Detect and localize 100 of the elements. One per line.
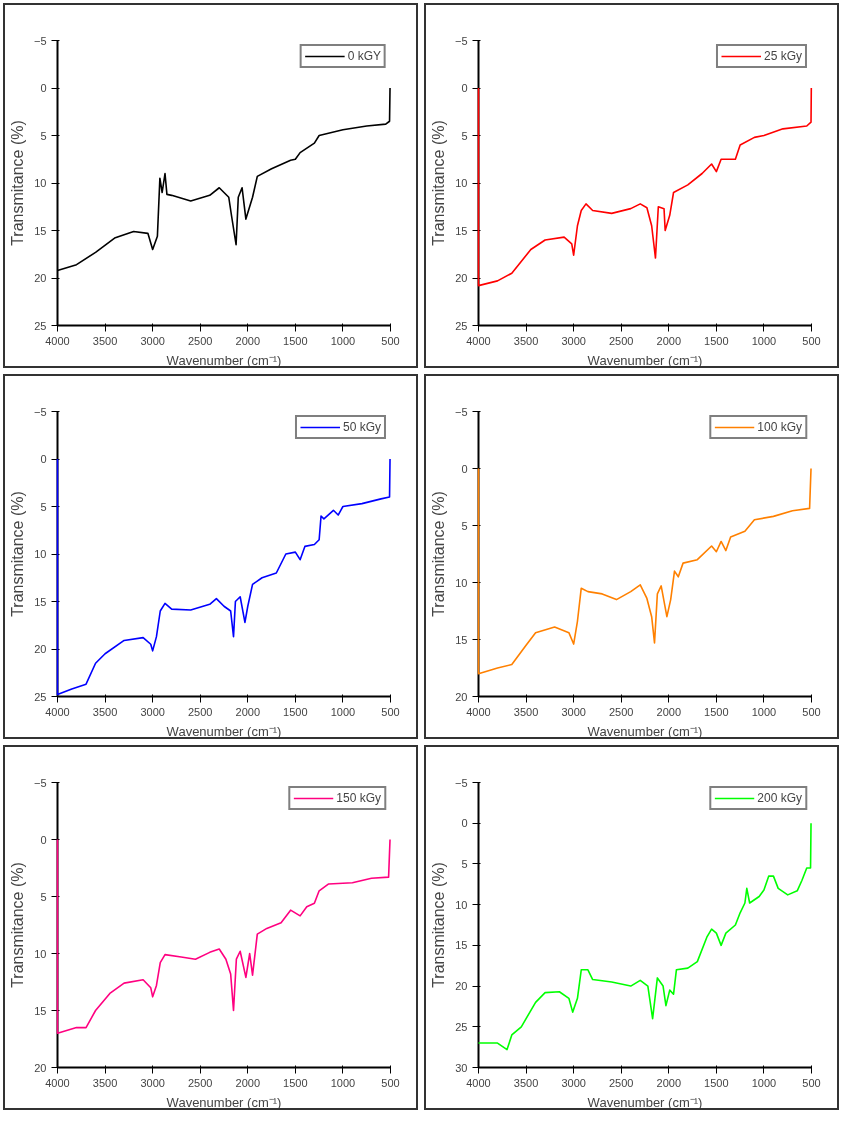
x-tick-label: 1500 (704, 705, 729, 718)
x-tick-label: 2500 (608, 705, 634, 718)
y-tick-label: 25 (455, 1020, 468, 1033)
x-tick-label: 1000 (330, 334, 356, 347)
y-tick-label: 10 (34, 548, 47, 560)
x-tick-label: 3500 (513, 705, 539, 718)
x-tick-label: 4000 (466, 334, 491, 347)
x-tick-label: 3000 (561, 1076, 586, 1089)
y-tick-label: 20 (455, 980, 468, 993)
x-tick-label: 2500 (187, 334, 213, 347)
y-tick-label: −5 (33, 405, 47, 418)
y-tick-label: 5 (461, 129, 468, 142)
x-tick-label: 1500 (704, 1076, 729, 1089)
x-tick-label: 3000 (561, 705, 586, 718)
y-tick-label: 0 (40, 453, 47, 465)
legend-label: 200 kGy (757, 791, 802, 805)
x-tick-label: 500 (802, 705, 821, 718)
legend-label: 25 kGy (763, 49, 802, 63)
y-tick-label: 0 (461, 82, 468, 94)
legend-label: 100 kGy (757, 420, 802, 434)
legend-label: 50 kGy (342, 420, 381, 434)
y-tick-label: 15 (455, 224, 468, 237)
y-tick-label: 10 (455, 898, 468, 911)
x-tick-label: 3500 (92, 334, 118, 347)
y-tick-label: −5 (454, 34, 468, 47)
y-tick-label: 25 (455, 319, 468, 332)
y-tick-label: 20 (455, 690, 468, 703)
x-tick-label: 3000 (140, 705, 165, 718)
y-axis-title: Transmitance (%) (429, 491, 447, 617)
x-tick-label: 4000 (466, 705, 491, 718)
y-tick-label: 25 (34, 690, 47, 703)
y-tick-label: 5 (461, 519, 468, 532)
y-tick-label: 0 (461, 817, 468, 830)
x-tick-label: 2000 (656, 1076, 682, 1089)
x-tick-label: 500 (381, 1076, 400, 1089)
x-tick-label: 2500 (608, 1076, 634, 1089)
y-tick-label: 0 (40, 833, 47, 846)
x-tick-label: 3500 (92, 705, 118, 718)
x-tick-label: 3500 (92, 1076, 118, 1089)
y-tick-label: 25 (34, 319, 47, 332)
x-tick-label: 4000 (45, 705, 70, 718)
x-tick-label: 500 (381, 705, 400, 718)
x-tick-label: 1500 (283, 705, 308, 718)
x-tick-label: 3000 (140, 1076, 165, 1089)
x-tick-label: 3000 (561, 334, 586, 347)
y-tick-label: 15 (34, 224, 47, 237)
x-tick-label: 2500 (608, 334, 634, 347)
y-tick-label: 5 (40, 890, 47, 903)
x-tick-label: 500 (802, 1076, 821, 1089)
y-tick-label: 10 (455, 576, 468, 589)
y-axis-title: Transmitance (%) (8, 491, 26, 617)
y-axis-title: Transmitance (%) (8, 862, 26, 988)
y-tick-label: 20 (455, 272, 468, 284)
x-tick-label: 2500 (187, 705, 213, 718)
x-tick-label: 2500 (187, 1076, 213, 1089)
y-tick-label: 15 (34, 595, 47, 608)
x-tick-label: 2000 (235, 334, 261, 347)
x-tick-label: 1500 (283, 334, 308, 347)
x-tick-label: 3500 (513, 1076, 539, 1089)
x-tick-label: 4000 (45, 334, 70, 347)
y-tick-label: 5 (461, 857, 468, 870)
y-tick-label: −5 (454, 776, 468, 789)
x-tick-label: 500 (802, 334, 821, 347)
y-tick-label: 20 (34, 272, 47, 284)
y-tick-label: 5 (40, 129, 47, 142)
y-tick-label: −5 (33, 34, 47, 47)
y-tick-label: 30 (455, 1061, 468, 1074)
y-tick-label: 15 (455, 939, 468, 952)
y-tick-label: −5 (454, 405, 468, 418)
x-tick-label: 2000 (235, 1076, 261, 1089)
x-tick-label: 1000 (330, 1076, 356, 1089)
x-tick-label: 2000 (656, 334, 682, 347)
y-tick-label: 20 (34, 1061, 47, 1074)
y-tick-label: 5 (40, 500, 47, 513)
x-tick-label: 4000 (45, 1076, 70, 1089)
x-tick-label: 1000 (751, 1076, 777, 1089)
y-tick-label: −5 (33, 776, 47, 789)
y-tick-label: 15 (34, 1004, 47, 1017)
x-tick-label: 2000 (235, 705, 261, 718)
y-tick-label: 10 (455, 177, 468, 189)
legend-label: 150 kGy (336, 791, 381, 805)
y-tick-label: 10 (34, 947, 47, 960)
x-tick-label: 4000 (466, 1076, 491, 1089)
y-tick-label: 0 (40, 82, 47, 94)
x-tick-label: 3500 (513, 334, 539, 347)
x-tick-label: 1000 (330, 705, 356, 718)
x-tick-label: 1000 (751, 705, 777, 718)
y-tick-label: 20 (34, 643, 47, 655)
y-tick-label: 15 (455, 633, 468, 646)
y-axis-title: Transmitance (%) (429, 120, 447, 246)
x-tick-label: 1500 (704, 334, 729, 347)
y-tick-label: 10 (34, 177, 47, 189)
x-tick-label: 1500 (283, 1076, 308, 1089)
x-tick-label: 1000 (751, 334, 777, 347)
x-tick-label: 2000 (656, 705, 682, 718)
y-tick-label: 0 (461, 462, 468, 475)
x-tick-label: 3000 (140, 334, 165, 347)
y-axis-title: Transmitance (%) (8, 120, 26, 246)
legend-label: 0 kGY (347, 49, 381, 63)
y-axis-title: Transmitance (%) (429, 862, 447, 988)
